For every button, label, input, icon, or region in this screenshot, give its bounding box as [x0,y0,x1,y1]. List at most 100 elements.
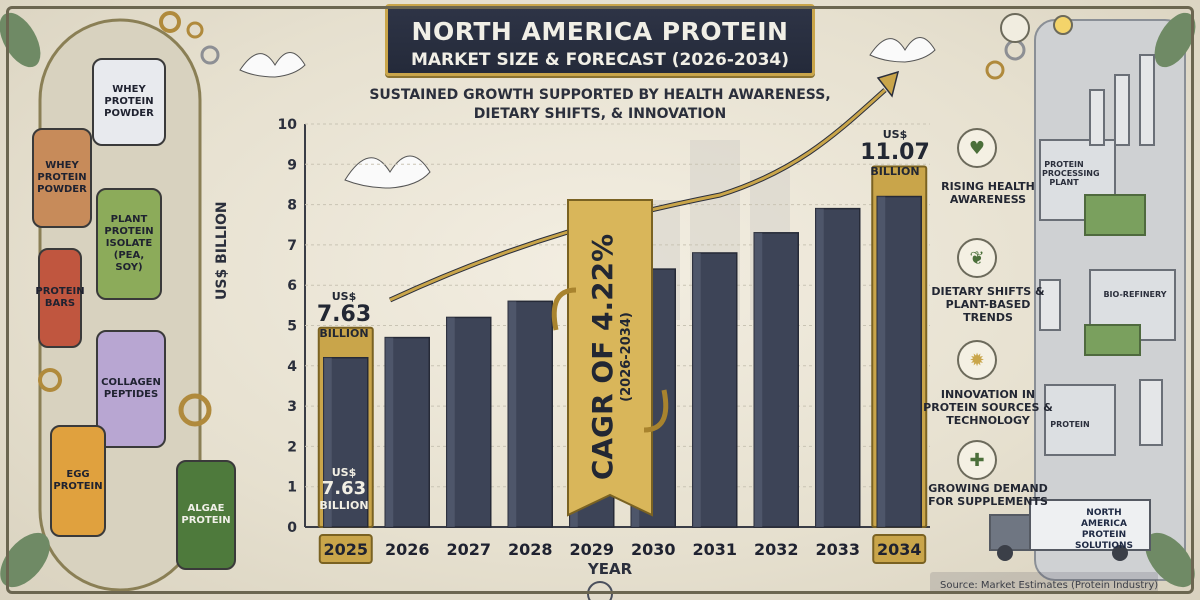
lightbulb-icon: ✹ [957,340,997,380]
bar-sheen [385,337,394,527]
bar-sheen [323,357,332,527]
callout-unit: US$ [331,466,357,479]
subtitle-line1: SUSTAINED GROWTH SUPPORTED BY HEALTH AWA… [369,87,831,103]
x-tick-label: 2029 [569,540,614,559]
bar-sheen [692,252,701,527]
y-tick-label: 5 [287,319,297,335]
globe-icon [587,581,613,600]
y-tick-label: 8 [287,198,297,214]
leaf-icon [0,532,50,588]
cagr-cycle-arrow [643,389,669,433]
start-value-callout: US$ 7.63 BILLION [312,290,376,340]
y-tick-label: 4 [287,359,297,375]
y-tick-label: 1 [287,480,297,496]
x-tick-label: 2027 [446,540,491,559]
dove-icon [239,52,306,78]
bar-sheen [446,317,455,527]
product-algae: ALGAE PROTEIN [176,460,236,570]
product-protein-bars: PROTEIN BARS [35,248,85,348]
truck-icon [1029,499,1151,551]
chart-subtitle: SUSTAINED GROWTH SUPPORTED BY HEALTH AWA… [360,86,840,124]
x-tick-label: 2031 [692,540,737,559]
source-note: Source: Market Estimates (Protein Indust… [940,580,1159,591]
page-title-sub: MARKET SIZE & FORECAST (2026-2034) [410,50,790,70]
gear-icon [186,21,204,39]
y-tick-label: 7 [287,238,297,254]
x-tick-label: 2026 [385,540,430,559]
y-tick-label: 3 [287,399,297,415]
callout-suffix: BILLION [319,327,369,340]
callout-value: 7.63 [321,478,367,499]
heart-pulse-icon: ♥ [957,128,997,168]
leaf-icon: ❦ [957,238,997,278]
x-tick-label: 2030 [631,540,676,559]
callout-unit: US$ [882,128,908,141]
product-label: PROTEIN BARS [35,286,85,309]
leaf-icon [1154,12,1196,68]
callout-suffix: BILLION [870,165,920,178]
x-axis-label: YEAR [587,560,633,578]
y-tick-label: 10 [278,117,298,133]
cagr-period: (2026-2034) [619,312,634,402]
gear-icon [38,368,62,392]
protein-building [1044,384,1116,456]
growth-arrow [389,88,886,302]
page-title: NORTH AMERICA PROTEIN [411,17,789,46]
bar-sheen [754,232,763,527]
cagr-label: CAGR OF 4.22% (2026-2034) [586,234,634,480]
leaf-icon [0,12,41,68]
bar-sheen [877,196,886,528]
callout-value: 11.07 [860,140,930,165]
x-tick-label: 2028 [508,540,553,559]
product-whey-jar-2: WHEY PROTEIN POWDER [32,128,92,228]
product-label: PLANT PROTEIN ISOLATE (PEA, SOY) [104,214,154,273]
product-plant-isolate: PLANT PROTEIN ISOLATE (PEA, SOY) [96,188,162,300]
callout-unit: US$ [331,290,357,303]
subtitle-line2: DIETARY SHIFTS, & INNOVATION [473,106,727,122]
product-label: WHEY PROTEIN POWDER [104,84,154,119]
y-tick-label: 0 [287,520,297,536]
lightbulb-icon [1053,15,1073,35]
product-label: WHEY PROTEIN POWDER [37,160,87,195]
x-tick-label: 2034 [877,540,922,559]
x-tick-label: 2033 [815,540,860,559]
callout-suffix: BILLION [319,499,369,512]
x-tick-label: 2025 [323,540,368,559]
y-tick-label: 2 [287,439,297,455]
gear-icon [159,11,181,33]
product-label: COLLAGEN PEPTIDES [101,377,161,400]
driver-health-awareness: RISING HEALTH AWARENESS [941,180,1035,206]
y-tick-label: 9 [287,157,297,173]
gear-icon [200,45,220,65]
gear-icon [1000,13,1030,43]
product-whey-jar-1: WHEY PROTEIN POWDER [92,58,166,146]
bar-sheen [508,301,517,527]
gear-icon [985,60,1005,80]
cagr-value: CAGR OF 4.22% [586,233,619,481]
product-collagen: COLLAGEN PEPTIDES [96,330,166,448]
year-highlight-box [318,534,373,564]
cagr-cycle-arrow [551,287,577,331]
bar-sheen [815,208,824,527]
y-axis-label: US$ BILLION [214,201,230,300]
cagr-ribbon [567,199,653,517]
product-egg-protein: EGG PROTEIN [50,425,106,537]
dove-icon [869,37,936,63]
year-highlight-box [872,534,927,564]
driver-innovation: INNOVATION IN PROTEIN SOURCES & TECHNOLO… [923,388,1053,427]
driver-dietary-shifts: DIETARY SHIFTS & PLANT-BASED TRENDS [931,285,1045,324]
y-tick-label: 6 [287,278,297,294]
truck-label: NORTH AMERICA PROTEIN SOLUTIONS [1074,508,1133,551]
supplement-jar-icon: ✚ [957,440,997,480]
driver-supplements: GROWING DEMAND FOR SUPPLEMENTS [928,482,1048,508]
protein-building-label: PROTEIN [1050,420,1090,429]
product-label: ALGAE PROTEIN [181,503,231,526]
arrow-head [876,70,900,98]
title-banner: NORTH AMERICA PROTEIN MARKET SIZE & FORE… [385,4,815,76]
callout-value: 7.63 [316,302,372,327]
leaf-icon [1145,532,1195,588]
gear-icon [178,393,212,427]
product-label: EGG PROTEIN [53,469,103,492]
